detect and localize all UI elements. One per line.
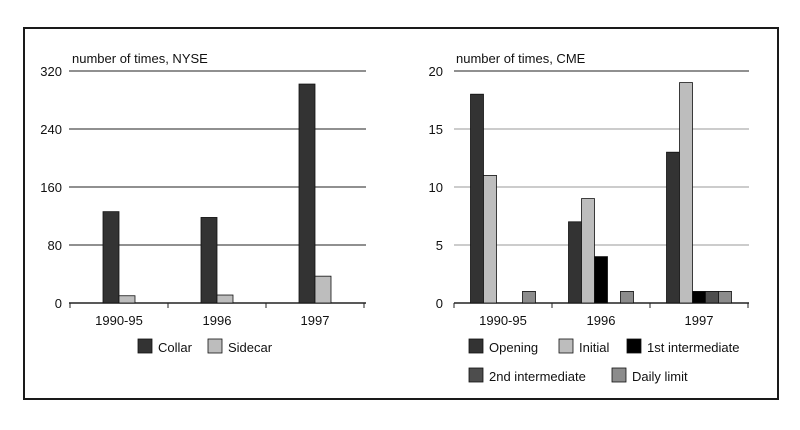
chart1-ytick-label: 320 — [40, 64, 62, 79]
chart2-legend-swatch — [468, 338, 484, 354]
chart1-ytick-label: 80 — [48, 238, 62, 253]
chart2-ylabel: number of times, CME — [456, 51, 586, 66]
chart2-category-label: 1990-95 — [479, 313, 527, 328]
chart2-bar-daily-limit-1997 — [718, 290, 732, 304]
chart1-category-label: 1990-95 — [95, 313, 143, 328]
chart1-category-label: 1996 — [203, 313, 232, 328]
chart1-legend-label: Collar — [158, 340, 193, 355]
chart2-category-label: 1997 — [685, 313, 714, 328]
chart2-legend-label: 2nd intermediate — [489, 369, 586, 384]
chart2-legend-swatch — [468, 367, 484, 383]
chart1-bar-collar-1997 — [298, 83, 316, 304]
chart1-legend-label: Sidecar — [228, 340, 273, 355]
chart1-bar-sidecar-1996 — [216, 294, 234, 304]
chart2-ytick-label: 20 — [429, 64, 443, 79]
chart1-bar-collar-1990-95 — [102, 211, 120, 304]
chart1-bar-sidecar-1990-95 — [118, 295, 136, 304]
chart2-ytick-label: 0 — [436, 296, 443, 311]
chart1-legend-swatch — [207, 338, 223, 354]
chart2-bar-opening-1996 — [568, 221, 582, 304]
chart2-bar-opening-1997 — [666, 151, 680, 304]
chart2-ytick-label: 5 — [436, 238, 443, 253]
chart2-bar-1st-intermediate-1997 — [692, 290, 706, 304]
chart2-legend-label: Daily limit — [632, 369, 688, 384]
chart-frame — [23, 27, 779, 400]
chart2-bar-daily-limit-1990-95 — [522, 290, 536, 304]
chart2-legend-swatch — [611, 367, 627, 383]
chart2-legend-label: 1st intermediate — [647, 340, 740, 355]
chart1-category-label: 1997 — [301, 313, 330, 328]
chart1-ytick-label: 0 — [55, 296, 62, 311]
chart1-legend-swatch — [137, 338, 153, 354]
chart2-bar-initial-1997 — [679, 82, 693, 304]
chart2-ytick-label: 15 — [429, 122, 443, 137]
chart2-bar-initial-1990-95 — [483, 174, 497, 304]
chart2-category-label: 1996 — [587, 313, 616, 328]
chart2-legend-swatch — [626, 338, 642, 354]
chart2-bar-2nd-intermediate-1997 — [705, 290, 719, 304]
chart1-ylabel: number of times, NYSE — [72, 51, 208, 66]
chart2-legend-label: Initial — [579, 340, 609, 355]
chart1-ytick-label: 240 — [40, 122, 62, 137]
chart1-bar-sidecar-1997 — [314, 275, 332, 304]
chart2-bar-1st-intermediate-1996 — [594, 256, 608, 304]
chart1-bar-collar-1996 — [200, 217, 218, 304]
chart2-legend-swatch — [558, 338, 574, 354]
chart2-bar-opening-1990-95 — [470, 93, 484, 304]
chart2-legend-label: Opening — [489, 340, 538, 355]
chart1-ytick-label: 160 — [40, 180, 62, 195]
chart2-bar-daily-limit-1996 — [620, 290, 634, 304]
chart2-bar-initial-1996 — [581, 198, 595, 304]
chart2-ytick-label: 10 — [429, 180, 443, 195]
